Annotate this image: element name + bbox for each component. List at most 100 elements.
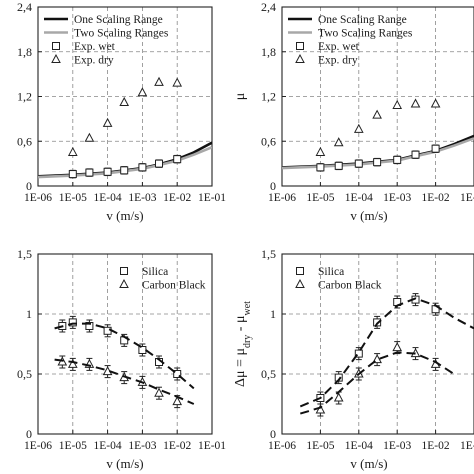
series-silica-point xyxy=(138,346,147,354)
y-axis-label: Δμ = μdry - μwet xyxy=(233,301,253,387)
y-tick-label: 1,8 xyxy=(261,45,276,59)
series-exp-dry-point xyxy=(392,99,403,109)
legend-label: One Scaling Range xyxy=(318,14,407,26)
y-tick-label: 1,2 xyxy=(261,90,276,104)
x-tick-label: 1E-04 xyxy=(345,440,373,452)
y-tick-label: 0,6 xyxy=(17,134,32,148)
series-two-scaling-ranges-line xyxy=(282,137,474,170)
x-axis-label: v (m/s) xyxy=(106,456,143,471)
chart-panel-bottom-left: 0 0,5 1 1,5 1E-06 1E-05 1E-04 1E-03 1E-02 1E-01 v … xyxy=(17,247,226,471)
plot-frame xyxy=(37,253,213,435)
legend-label: Carbon Black xyxy=(318,280,382,292)
series-silica-point xyxy=(103,326,112,335)
series-carbon-black-fit-line xyxy=(300,351,455,415)
legend-label: One Scaling Range xyxy=(74,14,163,26)
legend-label: Carbon Black xyxy=(142,280,206,292)
plot-frame xyxy=(281,253,474,435)
legend-label: Two Scaling Ranges xyxy=(318,28,413,40)
y-tick-label: 1,5 xyxy=(261,247,276,261)
x-tick-label: 1E-03 xyxy=(128,440,156,452)
plot-frame xyxy=(37,6,213,187)
series-exp-wet-point xyxy=(68,170,77,179)
series-exp-dry-point xyxy=(410,98,421,108)
x-tick-label: 1E-01 xyxy=(198,192,226,204)
x-tick-label: 1E-03 xyxy=(383,440,411,452)
legend-label: Exp. wet xyxy=(318,41,360,53)
plot-area xyxy=(38,76,212,179)
y-tick-label: 0 xyxy=(270,179,276,193)
y-tick-label: 2,4 xyxy=(261,0,276,14)
x-axis-label: v (m/s) xyxy=(350,456,387,471)
x-tick-label: 1E-04 xyxy=(345,192,373,204)
series-exp-dry-point xyxy=(353,123,364,133)
series-carbon-black-point xyxy=(315,404,326,414)
x-tick-label: 1E-02 xyxy=(163,440,191,452)
legend-swatch-marker xyxy=(119,278,129,288)
x-tick-label: 1E-03 xyxy=(128,192,156,204)
plot-frame xyxy=(281,6,474,187)
series-carbon-black-point xyxy=(67,358,78,368)
x-tick-label: 1E-06 xyxy=(268,192,296,204)
series-exp-dry-point xyxy=(333,137,344,147)
series-exp-wet-point xyxy=(334,161,343,170)
x-tick-label: 1E-02 xyxy=(422,440,450,452)
x-tick-label: 1E-05 xyxy=(59,440,87,452)
x-tick-label: 1E-06 xyxy=(268,440,296,452)
legend-swatch-marker xyxy=(296,267,304,275)
series-carbon-black-point xyxy=(372,354,382,364)
series-carbon-black-point xyxy=(172,396,183,406)
series-carbon-black-point xyxy=(154,387,164,397)
series-silica-fit-line xyxy=(54,322,195,390)
legend: Silica Carbon Black xyxy=(119,266,206,292)
x-tick-label: 1E-05 xyxy=(306,192,334,204)
legend-label: Silica xyxy=(142,266,168,278)
x-tick-label: 1E-01 xyxy=(198,440,226,452)
x-axis-label: v (m/s) xyxy=(350,208,387,223)
series-exp-dry-point xyxy=(315,146,326,156)
series-exp-wet-point xyxy=(316,163,325,172)
y-tick-label: 0 xyxy=(26,179,32,193)
y-tick-label: 1,8 xyxy=(17,45,32,59)
series-exp-wet-point xyxy=(411,150,420,159)
legend-swatch-marker xyxy=(295,53,305,63)
series-exp-wet-point xyxy=(354,159,363,168)
y-tick-label: 0,5 xyxy=(17,367,32,381)
x-tick-label: 1E-06 xyxy=(24,440,52,452)
x-tick-label: 1E-05 xyxy=(59,192,87,204)
plot-area xyxy=(54,315,195,409)
chart-panel-bottom-right: 0 0,5 1 1,5 1E-06 1E-05 1E-04 1E-03 1E-02 1E-01 v … xyxy=(233,247,474,471)
plot-area xyxy=(282,98,474,172)
series-exp-dry-point xyxy=(172,77,183,87)
legend-label: Exp. dry xyxy=(318,55,358,67)
series-carbon-black-point xyxy=(392,342,403,352)
series-exp-wet-point xyxy=(85,168,94,177)
legend-label: Exp. dry xyxy=(74,55,114,67)
series-exp-wet-point xyxy=(155,159,164,168)
y-tick-label: 0 xyxy=(26,427,32,441)
series-silica-point xyxy=(173,370,182,378)
series-exp-wet-point xyxy=(373,158,382,167)
series-exp-wet-point xyxy=(138,163,147,172)
series-silica-point xyxy=(354,349,363,358)
y-tick-label: 1 xyxy=(270,307,276,321)
series-silica-fit-line xyxy=(299,297,474,408)
series-exp-dry-point xyxy=(154,76,164,86)
y-tick-label: 1,2 xyxy=(17,90,32,104)
series-exp-wet-point xyxy=(120,166,129,175)
legend-label: Silica xyxy=(318,266,344,278)
series-exp-wet-point xyxy=(393,155,402,164)
series-exp-wet-point xyxy=(173,155,182,164)
series-exp-dry-point xyxy=(137,87,148,97)
plot-area xyxy=(299,293,474,417)
series-exp-dry-point xyxy=(84,132,95,142)
series-exp-wet-point xyxy=(431,144,440,153)
x-tick-label: 1E-02 xyxy=(163,192,191,204)
y-tick-label: 0 xyxy=(270,427,276,441)
legend: Silica Carbon Black xyxy=(295,266,382,292)
x-tick-label: 1E-04 xyxy=(94,192,122,204)
series-exp-dry-point xyxy=(430,98,441,108)
legend-swatch-marker xyxy=(52,42,60,50)
series-exp-wet-point xyxy=(103,167,112,176)
y-tick-label: 0,6 xyxy=(261,134,276,148)
